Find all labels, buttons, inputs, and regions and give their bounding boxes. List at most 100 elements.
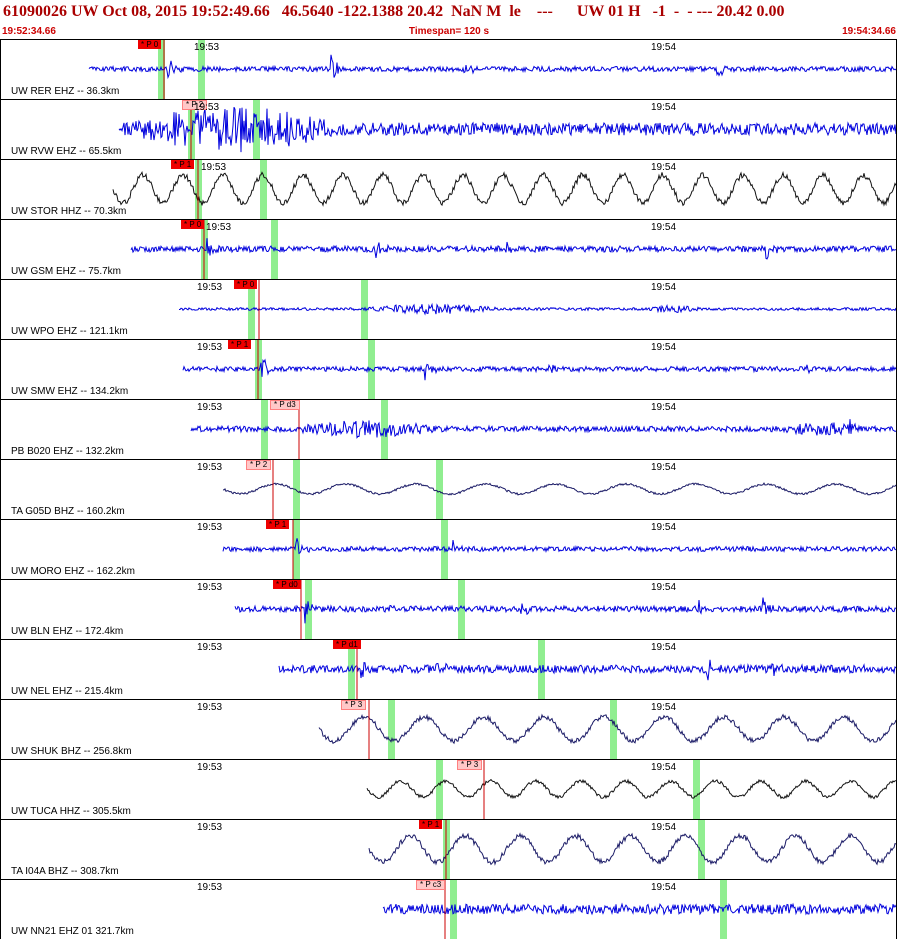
waveform-panel[interactable]: * P d1 19:53 19:54 UW NEL EHZ -- 215.4km [0, 639, 897, 699]
start-time: 19:52:34.66 [2, 26, 56, 37]
waveform-panel[interactable]: * P d0 19:53 19:54 UW BLN EHZ -- 172.4km [0, 579, 897, 639]
waveform-trace [222, 520, 896, 579]
waveform-panel[interactable]: * P 2 19:53 19:54 UW RVW EHZ -- 65.5km [0, 99, 897, 159]
theoretical-arrival-band [293, 520, 300, 579]
time-tick-label: 19:54 [651, 702, 677, 713]
time-tick-label: 19:53 [197, 582, 223, 593]
time-tick-label: 19:53 [201, 162, 227, 173]
time-tick-label: 19:53 [197, 762, 223, 773]
waveform-panel[interactable]: * P 0 19:53 19:54 UW RER EHZ -- 36.3km [0, 39, 897, 99]
waveform-trace [182, 340, 896, 399]
waveform-trace [88, 40, 896, 99]
seismogram-line [318, 713, 896, 745]
channel-label: UW GSM EHZ -- 75.7km [11, 266, 122, 277]
theoretical-arrival-band [305, 580, 312, 639]
seismogram-line [234, 597, 896, 624]
channel-label: UW SHUK BHZ -- 256.8km [11, 746, 132, 757]
waveform-panel[interactable]: * P 1 19:53 19:54 TA I04A BHZ -- 308.7km [0, 819, 897, 879]
time-tick-label: 19:53 [197, 462, 223, 473]
time-tick-label: 19:54 [651, 642, 677, 653]
waveform-panels: * P 0 19:53 19:54 UW RER EHZ -- 36.3km * P 2… [0, 39, 898, 940]
time-tick-label: 19:53 [197, 282, 223, 293]
time-tick-label: 19:54 [651, 342, 677, 353]
waveform-panel[interactable]: * P 1 19:53 19:54 UW MORO EHZ -- 162.2km [0, 519, 897, 579]
theoretical-arrival-band [348, 640, 355, 699]
waveform-trace [382, 880, 896, 939]
time-tick-label: 19:54 [651, 42, 677, 53]
theoretical-arrival-band [293, 460, 300, 519]
theoretical-arrival-band [260, 160, 267, 219]
channel-label: UW STOR HHZ -- 70.3km [11, 206, 127, 217]
time-tick-label: 19:54 [651, 162, 677, 173]
seismogram-line [222, 482, 896, 496]
time-tick-label: 19:54 [651, 882, 677, 893]
waveform-trace [278, 640, 896, 699]
phase-pick-label[interactable]: * P d1 [333, 640, 361, 649]
time-tick-label: 19:53 [206, 222, 232, 233]
seismogram-line [190, 419, 896, 439]
time-tick-label: 19:54 [651, 582, 677, 593]
phase-pick-label[interactable]: * P 2 [246, 460, 272, 470]
theoretical-arrival-band [610, 700, 617, 759]
waveform-panel[interactable]: * P 3 19:53 19:54 UW TUCA HHZ -- 305.5km [0, 759, 897, 819]
time-tick-label: 19:53 [197, 642, 223, 653]
waveform-trace [130, 220, 896, 279]
channel-label: UW TUCA HHZ -- 305.5km [11, 806, 131, 817]
channel-label: UW BLN EHZ -- 172.4km [11, 626, 124, 637]
event-title: 61090026 UW Oct 08, 2015 19:52:49.66 46.… [3, 3, 785, 20]
seismogram-line [368, 832, 896, 866]
end-time: 19:54:34.66 [842, 26, 896, 37]
phase-pick-label[interactable]: * P 1 [419, 820, 443, 829]
waveform-trace [190, 400, 896, 459]
waveform-panel[interactable]: * P 1 19:53 19:54 UW SMW EHZ -- 134.2km [0, 339, 897, 399]
time-tick-label: 19:53 [197, 822, 223, 833]
theoretical-arrival-band [538, 640, 545, 699]
waveform-trace [112, 160, 896, 219]
timespan-label: Timespan= 120 s [408, 26, 490, 37]
phase-pick-label[interactable]: * P 0 [138, 40, 162, 49]
time-tick-label: 19:54 [651, 102, 677, 113]
waveform-panel[interactable]: * P c3 19:53 19:54 UW NN21 EHZ 01 321.7km [0, 879, 897, 939]
phase-pick-label[interactable]: * P d0 [273, 580, 301, 589]
time-tick-label: 19:53 [194, 42, 220, 53]
phase-pick-label[interactable]: * P 0 [234, 280, 258, 289]
waveform-trace [179, 280, 896, 339]
theoretical-arrival-band [253, 100, 260, 159]
phase-pick-label[interactable]: * P d3 [270, 400, 300, 410]
theoretical-arrival-band [436, 760, 443, 819]
time-tick-label: 19:54 [651, 762, 677, 773]
waveform-panel[interactable]: * P 2 19:53 19:54 TA G05D BHZ -- 160.2km [0, 459, 897, 519]
channel-label: UW NN21 EHZ 01 321.7km [11, 926, 134, 937]
phase-pick-label[interactable]: * P 1 [266, 520, 290, 529]
phase-pick-label[interactable]: * P 1 [228, 340, 252, 349]
waveform-panel[interactable]: * P 3 19:53 19:54 UW SHUK BHZ -- 256.8km [0, 699, 897, 759]
phase-pick-label[interactable]: * P 0 [181, 220, 205, 229]
seismogram-line [182, 358, 896, 381]
seismogram-line [88, 54, 896, 80]
phase-pick-label[interactable]: * P 1 [171, 160, 195, 169]
time-tick-label: 19:53 [197, 342, 223, 353]
theoretical-arrival-band [388, 700, 395, 759]
channel-label: UW RER EHZ -- 36.3km [11, 86, 120, 97]
waveform-panel[interactable]: * P d3 19:53 19:54 PB B020 EHZ -- 132.2km [0, 399, 897, 459]
time-tick-label: 19:54 [651, 822, 677, 833]
waveform-trace [118, 100, 896, 159]
seismogram-line [366, 778, 896, 800]
channel-label: UW MORO EHZ -- 162.2km [11, 566, 135, 577]
time-tick-label: 19:53 [197, 882, 223, 893]
theoretical-arrival-band [458, 580, 465, 639]
theoretical-arrival-band [198, 40, 205, 99]
phase-pick-label[interactable]: * P 3 [457, 760, 483, 770]
seismogram-line [222, 538, 896, 555]
phase-pick-label[interactable]: * P 2 [182, 100, 208, 110]
waveform-trace [366, 760, 896, 819]
seismogram-line [278, 659, 896, 681]
phase-pick-label[interactable]: * P c3 [416, 880, 446, 890]
event-header: 61090026 UW Oct 08, 2015 19:52:49.66 46.… [0, 0, 898, 38]
waveform-panel[interactable]: * P 0 19:53 19:54 UW WPO EHZ -- 121.1km [0, 279, 897, 339]
waveform-panel[interactable]: * P 1 19:53 19:54 UW STOR HHZ -- 70.3km [0, 159, 897, 219]
waveform-trace [368, 820, 896, 879]
waveform-panel[interactable]: * P 0 19:53 19:54 UW GSM EHZ -- 75.7km [0, 219, 897, 279]
phase-pick-label[interactable]: * P 3 [341, 700, 367, 710]
seismogram-line [382, 902, 896, 916]
